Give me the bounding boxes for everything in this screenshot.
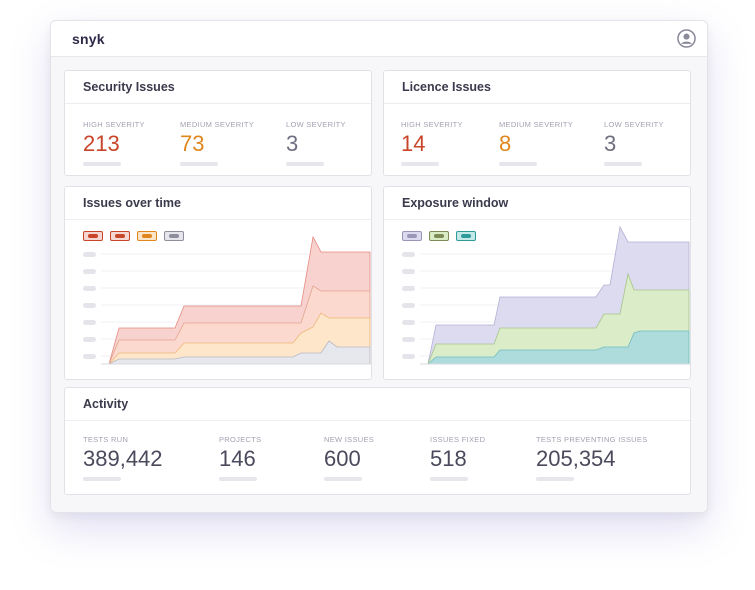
metric-value: 146 (219, 446, 256, 471)
metric-label: LOW SEVERITY (286, 120, 346, 129)
metric-bar (430, 477, 468, 481)
metric-value: 3 (604, 131, 617, 156)
metric-value: 14 (401, 131, 426, 156)
licence-low-metric[interactable]: LOW SEVERITY 3 (604, 120, 664, 166)
metric-bar (83, 477, 121, 481)
licence-high-metric[interactable]: HIGH SEVERITY 14 (401, 120, 463, 166)
legend-chip-teal[interactable] (456, 231, 476, 241)
issues-over-time-card: Issues over time (64, 186, 372, 380)
metric-bar (604, 162, 642, 166)
metric-bar (219, 477, 257, 481)
metric-bar (499, 162, 537, 166)
issues-legend (83, 231, 191, 243)
series-low-area (108, 312, 371, 365)
security-medium-metric[interactable]: MEDIUM SEVERITY 73 (180, 120, 254, 166)
top-bar: snyk (51, 21, 707, 57)
metric-value: 518 (430, 446, 467, 471)
metric-value: 389,442 (83, 446, 163, 471)
metric-value: 600 (324, 446, 361, 471)
snyk-logo[interactable]: snyk (72, 31, 105, 47)
metric-label: LOW SEVERITY (604, 120, 664, 129)
security-high-metric[interactable]: HIGH SEVERITY 213 (83, 120, 145, 166)
exposure-window-title: Exposure window (384, 187, 690, 220)
metric-bar (83, 162, 121, 166)
metric-label: TESTS RUN (83, 435, 129, 444)
exposure-legend (402, 231, 483, 243)
metric-bar (180, 162, 218, 166)
dashboard-window: snyk Security Issues HIGH SEVERITY 213 M… (50, 20, 708, 513)
metric-value: 73 (180, 131, 205, 156)
legend-chip-medium[interactable] (137, 231, 157, 241)
licence-medium-metric[interactable]: MEDIUM SEVERITY 8 (499, 120, 573, 166)
metric-label: ISSUES FIXED (430, 435, 486, 444)
tests-preventing-issues-metric[interactable]: TESTS PREVENTING ISSUES 205,354 (536, 435, 648, 481)
activity-card: Activity TESTS RUN 389,442 PROJECTS 146 … (64, 387, 691, 495)
legend-chip-purple[interactable] (402, 231, 422, 241)
metric-bar (401, 162, 439, 166)
security-issues-card: Security Issues HIGH SEVERITY 213 MEDIUM… (64, 70, 372, 176)
metric-bar (324, 477, 362, 481)
issues-over-time-title: Issues over time (65, 187, 371, 220)
security-issues-title: Security Issues (65, 71, 371, 104)
activity-title: Activity (65, 388, 690, 421)
metric-value: 8 (499, 131, 512, 156)
tests-run-metric[interactable]: TESTS RUN 389,442 (83, 435, 163, 481)
legend-chip-high[interactable] (83, 231, 103, 241)
y-axis-placeholder-ticks (402, 252, 415, 359)
metric-value: 205,354 (536, 446, 616, 471)
exposure-area-chart (402, 225, 690, 365)
legend-chip-low[interactable] (164, 231, 184, 241)
security-low-metric[interactable]: LOW SEVERITY 3 (286, 120, 346, 166)
licence-issues-card: Licence Issues HIGH SEVERITY 14 MEDIUM S… (383, 70, 691, 176)
metric-bar (536, 477, 574, 481)
legend-chip-high-2[interactable] (110, 231, 130, 241)
issues-area-chart (83, 235, 371, 365)
metric-label: PROJECTS (219, 435, 262, 444)
metric-value: 3 (286, 131, 299, 156)
metric-label: MEDIUM SEVERITY (499, 120, 574, 129)
metric-label: TESTS PREVENTING ISSUES (536, 435, 648, 444)
projects-metric[interactable]: PROJECTS 146 (219, 435, 261, 481)
metric-value: 213 (83, 131, 120, 156)
series-teal-area (426, 330, 690, 365)
issues-fixed-metric[interactable]: ISSUES FIXED 518 (430, 435, 485, 481)
user-avatar-icon[interactable] (677, 29, 696, 48)
licence-issues-title: Licence Issues (384, 71, 690, 104)
metric-label: MEDIUM SEVERITY (180, 120, 255, 129)
metric-label: NEW ISSUES (324, 435, 375, 444)
y-axis-placeholder-ticks (83, 252, 96, 359)
new-issues-metric[interactable]: NEW ISSUES 600 (324, 435, 374, 481)
series-green-area (427, 272, 690, 365)
series-other-area (108, 340, 371, 365)
metric-label: HIGH SEVERITY (401, 120, 463, 129)
metric-bar (286, 162, 324, 166)
legend-chip-green[interactable] (429, 231, 449, 241)
exposure-window-card: Exposure window (383, 186, 691, 380)
metric-label: HIGH SEVERITY (83, 120, 145, 129)
